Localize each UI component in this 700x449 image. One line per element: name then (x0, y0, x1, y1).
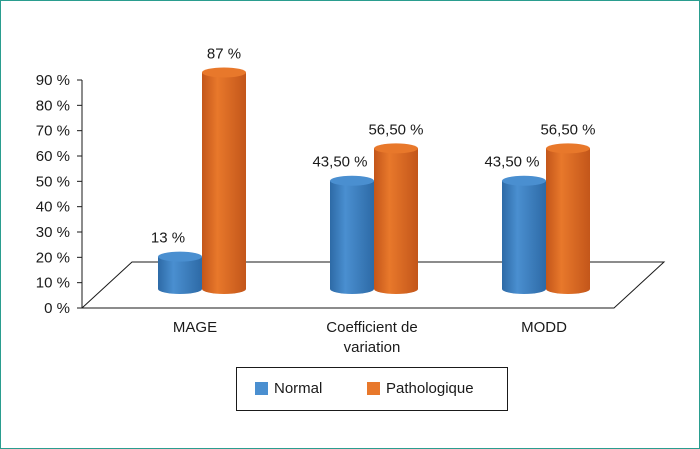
y-tick-label: 0 % (44, 300, 70, 317)
bar-pathologique-2 (546, 143, 590, 294)
x-tick-label: MODD (521, 319, 567, 336)
data-label: 56,50 % (368, 121, 423, 138)
bar-body (546, 148, 590, 294)
bar-normal-2 (502, 175, 546, 294)
bar-body (330, 180, 374, 294)
bar-top (158, 251, 202, 262)
data-label: 13 % (151, 230, 185, 247)
y-tick-label: 40 % (36, 199, 70, 216)
bar-body (502, 180, 546, 294)
legend-swatch-pathologique (367, 382, 380, 395)
bar-body (374, 148, 418, 294)
y-tick-label: 20 % (36, 249, 70, 266)
data-label: 43,50 % (484, 154, 539, 171)
bar-normal-0 (158, 251, 202, 294)
data-label: 56,50 % (540, 121, 595, 138)
bar-top (546, 143, 590, 154)
bar-top (330, 175, 374, 186)
bar-top (202, 67, 246, 78)
legend-label-normal: Normal (274, 380, 323, 397)
bar-pathologique-0 (202, 67, 246, 294)
y-tick-label: 60 % (36, 148, 70, 165)
bar-body (158, 256, 202, 294)
bar-pathologique-1 (374, 143, 418, 294)
legend-item-normal: Normal (255, 380, 322, 397)
bar-top (502, 175, 546, 186)
legend-item-pathologique: Pathologique (367, 380, 474, 397)
x-tick-label: variation (344, 339, 401, 356)
x-tick-label: Coefficient de (326, 319, 417, 336)
y-tick-label: 90 % (36, 72, 70, 89)
bar-normal-1 (330, 175, 374, 294)
bar-body (202, 72, 246, 294)
y-tick-label: 30 % (36, 224, 70, 241)
x-tick-label: MAGE (173, 319, 217, 336)
y-tick-label: 80 % (36, 97, 70, 114)
bar-top (374, 143, 418, 154)
legend: Normal Pathologique (236, 367, 508, 411)
y-tick-label: 50 % (36, 173, 70, 190)
y-tick-label: 70 % (36, 123, 70, 140)
legend-label-pathologique: Pathologique (386, 380, 474, 397)
legend-swatch-normal (255, 382, 268, 395)
data-label: 87 % (207, 45, 241, 62)
y-tick-label: 10 % (36, 275, 70, 292)
data-label: 43,50 % (312, 154, 367, 171)
